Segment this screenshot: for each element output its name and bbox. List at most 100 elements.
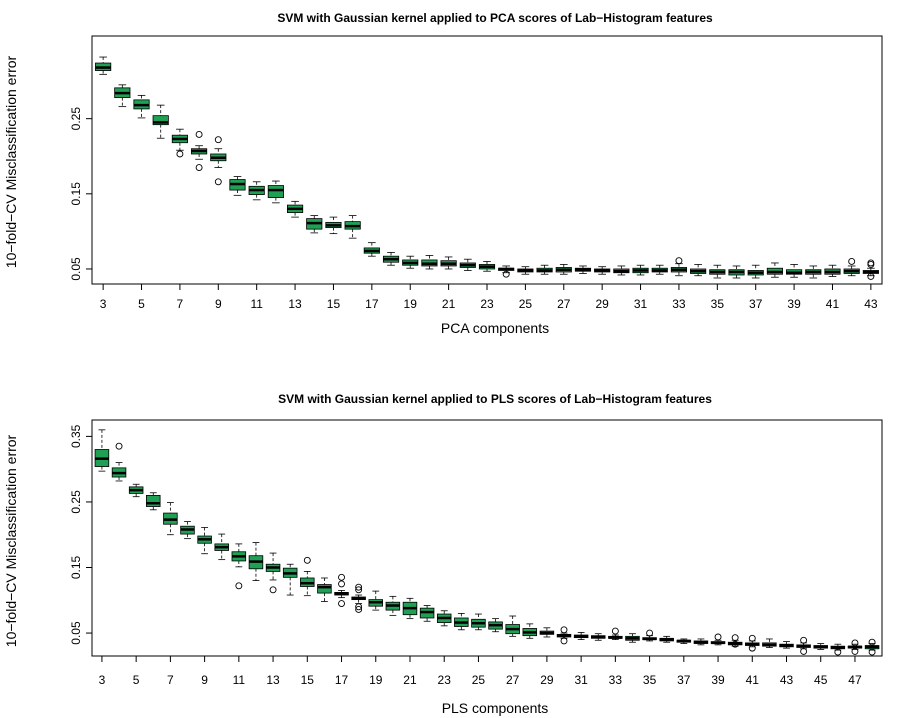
pca-box-31 [632, 264, 649, 276]
pls-box-47 [847, 639, 863, 655]
pls-y-tick-label: 0.35 [69, 424, 83, 448]
outlier-point [355, 583, 363, 591]
pls-box-6 [146, 492, 161, 511]
outlier-point [675, 257, 683, 265]
pls-box-24 [454, 612, 469, 631]
pca-box-37 [747, 264, 764, 279]
outlier-point [868, 648, 876, 656]
pca-x-tick-label: 39 [787, 297, 801, 311]
pca-box-23 [478, 261, 496, 272]
outlier-point [355, 603, 363, 611]
pls-box-46 [830, 643, 846, 656]
pls-x-tick-label: 31 [574, 673, 588, 687]
pls-x-tick-label: 29 [540, 673, 554, 687]
outlier-point [834, 648, 842, 656]
pls-x-tick-label: 27 [506, 673, 520, 687]
outlier-point [560, 637, 568, 645]
outlier-point [868, 638, 876, 646]
pls-x-tick-label: 5 [133, 673, 140, 687]
pls-x-tick-label: 45 [814, 673, 828, 687]
pca-box-19 [402, 255, 419, 269]
pca-box-20 [421, 255, 438, 270]
pca-box-7 [171, 128, 188, 158]
pls-box-45 [813, 643, 828, 650]
pca-box-27 [555, 264, 572, 275]
pls-box-29 [539, 627, 555, 638]
outlier-point [269, 586, 277, 594]
pls-x-tick-label: 11 [233, 673, 246, 687]
pls-x-tick-label: 35 [643, 673, 657, 687]
pca-x-tick-label: 37 [749, 297, 763, 311]
pls-box-10 [214, 533, 229, 561]
pca-x-tick-label: 35 [711, 297, 725, 311]
outlier-point [338, 600, 345, 608]
pls-x-tick-label: 37 [677, 673, 691, 687]
pca-x-tick-label: 25 [519, 297, 533, 311]
pls-box-38 [693, 638, 709, 646]
pls-box-21 [402, 597, 418, 620]
pls-x-tick-label: 7 [167, 673, 174, 687]
outlier-point [176, 150, 184, 158]
pca-x-tick-label: 3 [100, 297, 107, 311]
outlier-point [195, 164, 203, 171]
pls-box-27 [505, 615, 520, 637]
pls-box-12 [248, 542, 264, 582]
outlier-point [714, 633, 722, 641]
pls-x-tick-label: 23 [438, 673, 452, 687]
outlier-point [800, 647, 808, 655]
pls-box-15 [300, 556, 315, 597]
pls-box-44 [796, 636, 811, 655]
pls-box-3 [94, 429, 110, 472]
pca-x-tick-label: 21 [442, 297, 456, 311]
pca-box-25 [517, 266, 534, 275]
pls-x-tick-label: 17 [335, 673, 349, 687]
pls-box-40 [727, 634, 743, 648]
pls-x-tick-label: 39 [711, 673, 725, 687]
pca-box-11 [248, 181, 265, 201]
iqr-box [317, 584, 332, 594]
pls-box-37 [676, 638, 692, 644]
pls-box-30 [556, 626, 572, 645]
pls-x-tick-label: 13 [266, 673, 280, 687]
pca-x-tick-label: 11 [250, 297, 263, 311]
pca-box-15 [325, 216, 342, 235]
pca-y-tick-label: 0.05 [69, 257, 83, 281]
pca-box-3 [95, 56, 112, 75]
outlier-point [800, 636, 808, 644]
outlier-point [214, 136, 222, 144]
pls-x-axis-label: PLS components [442, 700, 549, 716]
pca-x-tick-label: 9 [215, 297, 222, 311]
pls-plot-frame [91, 419, 883, 657]
pca-box-26 [536, 264, 553, 275]
outlier-point [731, 640, 739, 648]
outlier-point [355, 606, 363, 613]
pls-box-9 [197, 527, 212, 555]
outlier-point [195, 130, 203, 138]
pca-box-16 [344, 215, 361, 239]
pls-box-36 [659, 635, 674, 643]
pca-x-tick-label: 13 [288, 297, 302, 311]
pca-x-tick-label: 41 [826, 297, 840, 311]
pls-box-42 [762, 638, 777, 648]
outlier-point [115, 442, 123, 450]
outlier-point [303, 556, 311, 564]
pls-box-48 [864, 638, 880, 656]
pca-x-axis-label: PCA components [441, 320, 549, 336]
pls-box-13 [265, 552, 281, 594]
pca-x-tick-label: 23 [480, 297, 494, 311]
pca-x-tick-label: 29 [595, 297, 609, 311]
pls-x-tick-label: 19 [369, 673, 383, 687]
pca-box-33 [670, 257, 688, 277]
outlier-point [748, 634, 756, 642]
pca-y-tick-label: 0.25 [69, 107, 83, 131]
pls-chart-title: SVM with Gaussian kernel applied to PLS … [278, 392, 712, 406]
pls-box-34 [625, 633, 640, 643]
pls-box-5 [128, 483, 144, 498]
outlier-point [851, 647, 859, 655]
pls-y-axis-label: 10−fold−CV Misclassification error [3, 434, 19, 647]
pls-box-25 [471, 613, 486, 631]
outlier-point [848, 258, 856, 265]
pls-box-39 [710, 633, 726, 646]
pca-box-21 [440, 256, 457, 270]
pca-box-10 [229, 176, 246, 196]
